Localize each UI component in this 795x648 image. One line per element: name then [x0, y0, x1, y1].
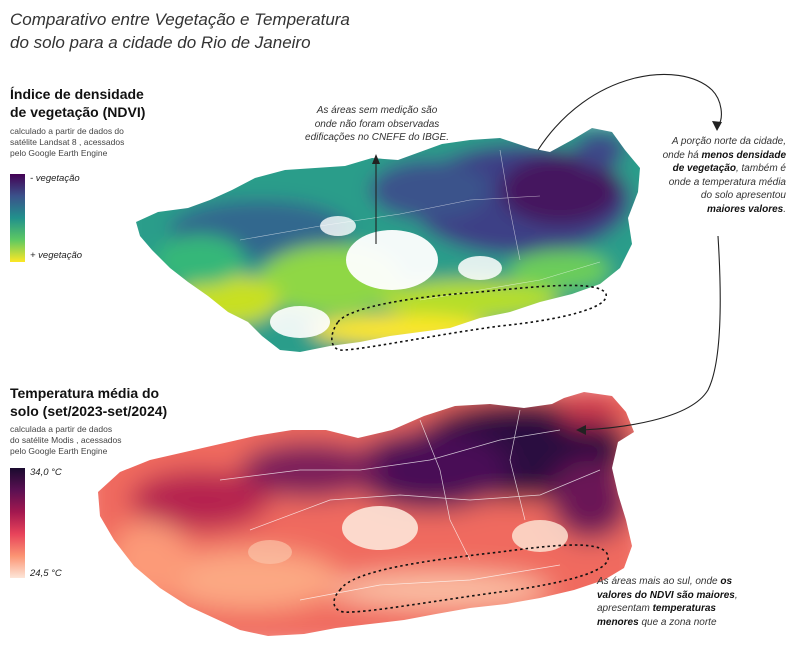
temperature-heading-line-2: solo (set/2023-set/2024)	[10, 403, 168, 419]
north-note-line-5: do solo apresentou	[700, 190, 786, 201]
ndvi-source-line-2: satélite Landsat 8 , acessados	[10, 137, 125, 147]
annotation-arrows	[375, 73, 722, 431]
ndvi-color-ramp	[10, 174, 25, 262]
south-note-line-1-text: As áreas mais ao sul, onde	[597, 576, 721, 587]
north-bottom-arrowhead	[576, 425, 586, 435]
north-top-arrowhead	[712, 121, 722, 131]
ndvi-legend-bottom-label: + vegetação	[30, 250, 83, 261]
south-note-line-4-bold: menores	[597, 616, 639, 628]
temperature-source-line-1: calculada a partir de dados	[10, 424, 113, 434]
north-note-line-6: maiores valores.	[636, 203, 786, 217]
south-note-line-2-text: ,	[734, 589, 738, 601]
north-note-line-4: onde a temperatura média	[668, 176, 786, 188]
north-top-arrow	[537, 73, 722, 151]
ndvi-source-line-3: pelo Google Earth Engine	[10, 148, 108, 158]
north-note-line-3: de vegetação, também é	[636, 162, 786, 176]
temperature-legend-top-label: 34,0 °C	[30, 467, 62, 478]
ndvi-heading-line-2: de vegetação (NDVI)	[10, 104, 146, 120]
north-note-line-6-text: .	[783, 203, 786, 215]
no-data-note-line-3: edificações no CNEFE do IBGE.	[305, 132, 449, 143]
ndvi-legend-heading: Índice de densidade de vegetação (NDVI)	[10, 85, 145, 121]
north-bottom-arrow	[581, 235, 721, 431]
temperature-source-line-2: do satélite Modis , acessados	[10, 435, 122, 445]
temperature-road-lines	[219, 409, 601, 601]
north-note-line-2-text: onde há	[662, 149, 702, 161]
arrowheads	[372, 121, 722, 435]
south-note: As áreas mais ao sul, onde os valores do…	[597, 575, 792, 629]
ndvi-south-zone-outline	[331, 284, 607, 351]
temperature-color-ramp	[10, 468, 25, 578]
temperature-heading-line-1: Temperatura média do	[10, 385, 160, 401]
ndvi-map	[136, 128, 640, 352]
north-note: A porção norte da cidade, onde há menos …	[636, 135, 786, 216]
ndvi-legend-top-label: - vegetação	[30, 173, 80, 184]
no-data-note-line-2: onde não foram observadas	[314, 118, 440, 130]
temperature-legend-heading: Temperatura média do solo (set/2023-set/…	[10, 384, 167, 420]
no-data-note-line-1: As áreas sem medição são	[316, 105, 438, 116]
title-line-1: Comparativo entre Vegetação e Temperatur…	[10, 10, 350, 29]
north-note-line-6-bold: maiores valores	[707, 203, 784, 215]
temperature-map	[98, 392, 634, 636]
south-note-line-2: valores do NDVI são maiores,	[597, 589, 792, 603]
south-note-line-3-bold: temperaturas	[652, 603, 716, 614]
south-note-line-2-bold: valores do NDVI são maiores	[597, 589, 735, 601]
south-note-line-3-text: apresentam	[597, 603, 653, 614]
temperature-south-zone-outline	[333, 544, 609, 613]
no-data-note: As áreas sem medição são onde não foram …	[282, 104, 472, 145]
page-title: Comparativo entre Vegetação e Temperatur…	[10, 8, 430, 54]
north-note-line-2-bold: menos densidade	[701, 149, 786, 161]
ndvi-source-line-1: calculado a partir de dados do	[10, 126, 124, 136]
no-data-arrowhead	[372, 154, 380, 164]
temperature-source-line-3: pelo Google Earth Engine	[10, 446, 108, 456]
temperature-source-note: calculada a partir de dados do satélite …	[10, 424, 160, 457]
south-note-line-4: menores que a zona norte	[597, 616, 792, 630]
temperature-legend-bottom-label: 24,5 °C	[30, 568, 62, 579]
north-note-line-3-text: , também é	[735, 163, 786, 174]
south-note-line-1-bold: os	[720, 576, 733, 587]
south-note-line-1: As áreas mais ao sul, onde os	[597, 575, 792, 589]
title-line-2: do solo para a cidade do Rio de Janeiro	[10, 33, 311, 52]
ndvi-source-note: calculado a partir de dados do satélite …	[10, 126, 160, 159]
south-note-line-3: apresentam temperaturas	[597, 602, 792, 616]
north-note-line-3-bold: de vegetação	[672, 163, 736, 174]
ndvi-heading-line-1: Índice de densidade	[10, 86, 144, 102]
south-note-line-4-text: que a zona norte	[638, 616, 717, 628]
north-note-line-2: onde há menos densidade	[636, 149, 786, 163]
north-note-line-1: A porção norte da cidade,	[671, 136, 786, 147]
